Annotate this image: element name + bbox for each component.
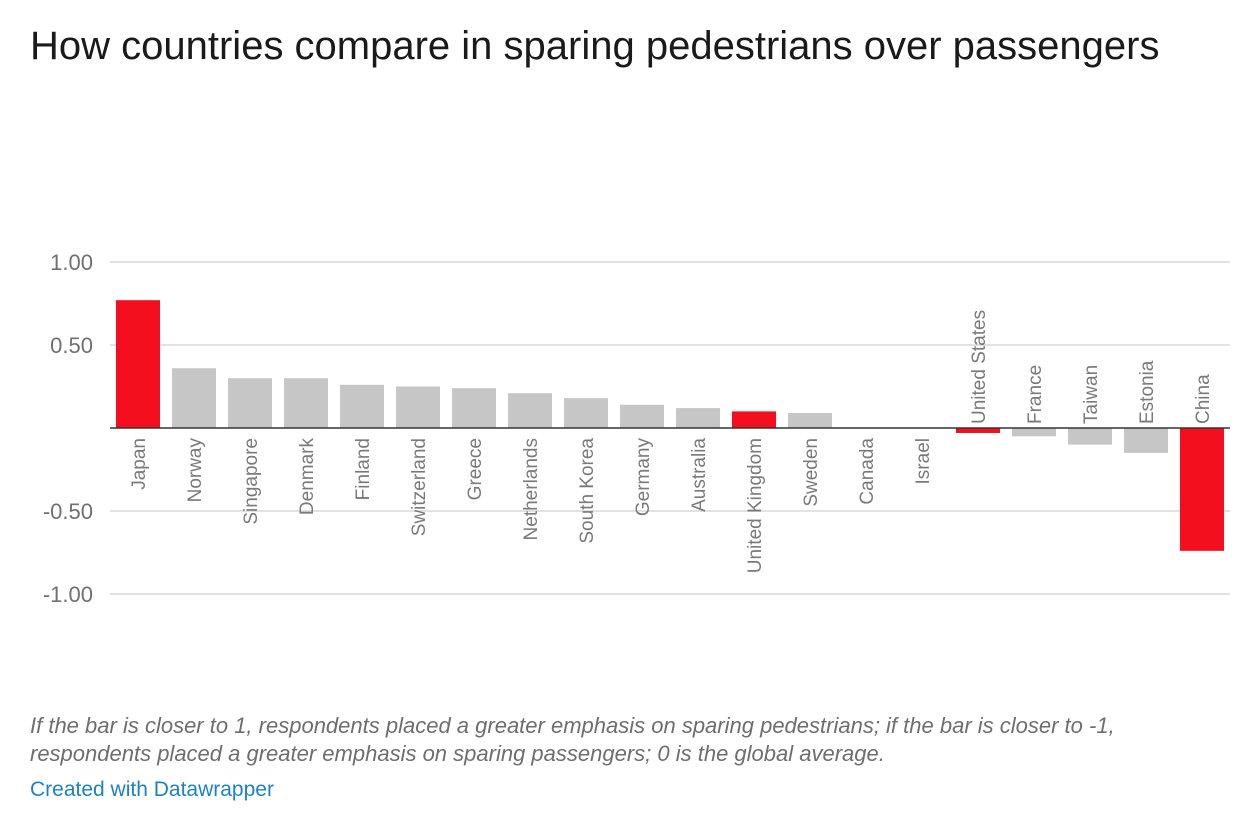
y-tick-label: -1.00 bbox=[43, 582, 93, 607]
bar-germany bbox=[620, 404, 664, 428]
category-label: Israel bbox=[913, 438, 934, 484]
category-label: Switzerland bbox=[409, 438, 430, 536]
bar-switzerland bbox=[396, 386, 440, 428]
bar-denmark bbox=[284, 378, 328, 428]
y-tick-label: 0.50 bbox=[50, 333, 93, 358]
category-label: China bbox=[1193, 374, 1214, 424]
category-label: Greece bbox=[465, 438, 486, 500]
category-label: Australia bbox=[689, 438, 710, 512]
category-label: Finland bbox=[353, 438, 374, 500]
category-label: Taiwan bbox=[1081, 365, 1102, 424]
chart-notes: If the bar is closer to 1, respondents p… bbox=[30, 713, 1115, 766]
bar-greece bbox=[452, 388, 496, 428]
category-label: South Korea bbox=[577, 438, 598, 544]
bar-china bbox=[1180, 428, 1224, 551]
category-label: France bbox=[1025, 365, 1046, 424]
category-label: Japan bbox=[129, 438, 150, 490]
category-label: Estonia bbox=[1137, 360, 1158, 424]
bar-australia bbox=[676, 408, 720, 428]
bar-chart: 1.00 0.50 -0.50 -1.00 Japan Norway Singapore D… bbox=[43, 250, 1230, 607]
bar-taiwan bbox=[1068, 428, 1112, 445]
category-label: Singapore bbox=[241, 438, 262, 525]
category-label: United Kingdom bbox=[745, 438, 766, 573]
bar-estonia bbox=[1124, 428, 1168, 453]
bar-united-kingdom bbox=[732, 411, 776, 428]
category-label: Germany bbox=[633, 438, 654, 517]
category-label: Netherlands bbox=[521, 438, 542, 540]
y-tick-label: 1.00 bbox=[50, 250, 93, 275]
bar-united-states bbox=[956, 428, 1000, 433]
category-label-layer: Japan Norway Singapore Denmark Finland Switze… bbox=[129, 310, 1214, 573]
chart-title: How countries compare in sparing pedestr… bbox=[30, 24, 1160, 68]
bar-netherlands bbox=[508, 393, 552, 428]
bar-south-korea bbox=[564, 398, 608, 428]
grid-layer: 1.00 0.50 -0.50 -1.00 bbox=[43, 250, 1230, 607]
credit-link[interactable]: Created with Datawrapper bbox=[30, 778, 274, 801]
bar-sweden bbox=[788, 413, 832, 428]
category-label: Norway bbox=[185, 438, 206, 503]
bar-france bbox=[1012, 428, 1056, 437]
bar-japan bbox=[116, 300, 160, 428]
y-tick-label: -0.50 bbox=[43, 499, 93, 524]
bar-layer bbox=[116, 300, 1224, 551]
category-label: United States bbox=[969, 310, 990, 424]
bar-norway bbox=[172, 368, 216, 428]
bar-singapore bbox=[228, 378, 272, 428]
category-label: Denmark bbox=[297, 438, 318, 516]
bar-finland bbox=[340, 384, 384, 428]
category-label: Sweden bbox=[801, 438, 822, 507]
category-label: Canada bbox=[857, 438, 878, 505]
